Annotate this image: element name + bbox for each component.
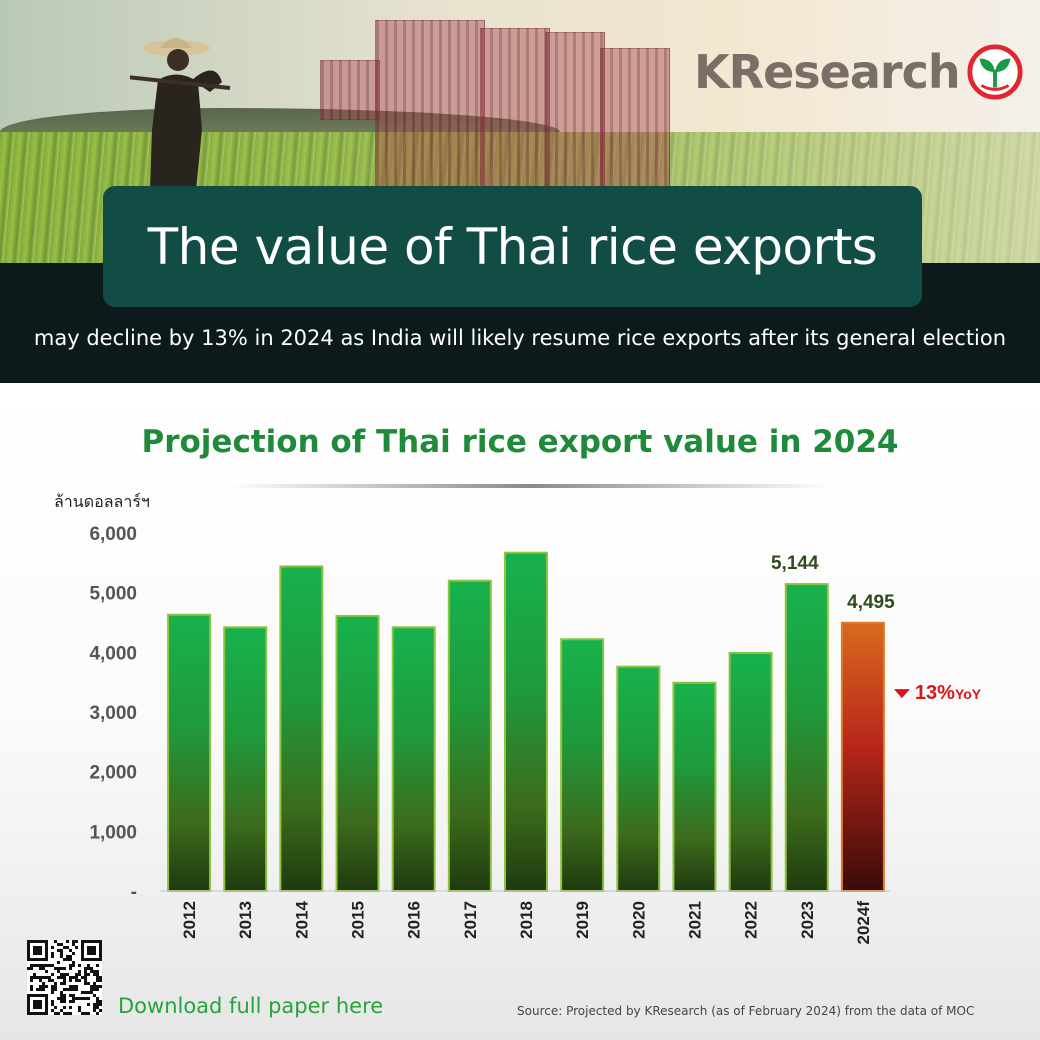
y-axis-ticks: - 1,000 2,000 3,000 4,000 5,000 6,000	[89, 524, 137, 903]
bar-2012	[167, 613, 212, 892]
bar-2014	[279, 565, 324, 892]
x-tick-label: 2017	[461, 901, 480, 939]
x-tick-label: 2016	[405, 901, 424, 939]
x-tick-label: 2018	[517, 901, 536, 939]
page-subtitle: may decline by 13% in 2024 as India will…	[33, 326, 1007, 350]
farmer-silhouette	[130, 38, 231, 190]
x-tick-label: 2013	[236, 901, 255, 939]
title-box: The value of Thai rice exports	[103, 186, 922, 307]
bar-2019	[560, 638, 605, 892]
bar-2020	[616, 665, 661, 892]
y-tick-label: -	[131, 882, 137, 903]
bar-2016	[391, 626, 436, 892]
y-tick-label: 5,000	[89, 584, 137, 605]
yoy-label: 13%YoY	[915, 682, 982, 704]
bar-2018	[504, 551, 548, 892]
title-divider	[230, 484, 830, 488]
bar-2015	[335, 614, 380, 892]
yoy-annotation: 13%YoY	[893, 682, 982, 704]
x-tick-label: 2012	[180, 901, 199, 939]
x-tick-label: 2014	[292, 900, 311, 938]
x-tick-label: 2024f	[854, 901, 873, 945]
x-tick-label: 2019	[573, 901, 592, 939]
x-tick-label: 2015	[349, 901, 368, 939]
bar-2023	[784, 583, 829, 892]
down-arrow-icon	[893, 689, 910, 699]
x-tick-label: 2023	[798, 901, 817, 939]
kbank-logo-icon	[967, 44, 1023, 100]
y-tick-label: 1,000	[89, 822, 137, 843]
qr-code-icon[interactable]	[27, 940, 102, 1015]
y-axis-unit-label: ล้านดอลลาร์ฯ	[54, 492, 150, 511]
data-label: 5,144	[771, 553, 819, 574]
x-tick-label: 2022	[742, 901, 761, 939]
download-link[interactable]: Download full paper here	[118, 994, 384, 1018]
data-label: 4,495	[847, 592, 895, 613]
kresearch-logo: KResearch	[694, 40, 1024, 104]
x-tick-label: 2020	[629, 901, 648, 939]
chart-title: Projection of Thai rice export value in …	[141, 424, 899, 460]
bar-2021	[672, 681, 717, 892]
bar-2022	[728, 651, 773, 892]
data-labels: 5,144 4,495	[771, 553, 895, 613]
bar-2013	[223, 626, 268, 892]
source-note: Source: Projected by KResearch (as of Fe…	[517, 1004, 975, 1018]
logo-text: KResearch	[694, 45, 961, 99]
y-tick-label: 2,000	[89, 763, 137, 784]
shipping-containers	[320, 20, 680, 190]
bar-2017	[447, 579, 492, 892]
page-title: The value of Thai rice exports	[147, 217, 878, 276]
y-tick-label: 3,000	[89, 703, 137, 724]
bars	[160, 551, 890, 892]
x-axis-ticks: 2012 2013 2014 2015 2016 2017 2018 2019 2020 2021…	[180, 900, 873, 944]
y-tick-label: 4,000	[89, 643, 137, 664]
x-tick-label: 2021	[685, 901, 704, 939]
bar-2024f	[840, 621, 885, 892]
y-tick-label: 6,000	[89, 524, 137, 545]
